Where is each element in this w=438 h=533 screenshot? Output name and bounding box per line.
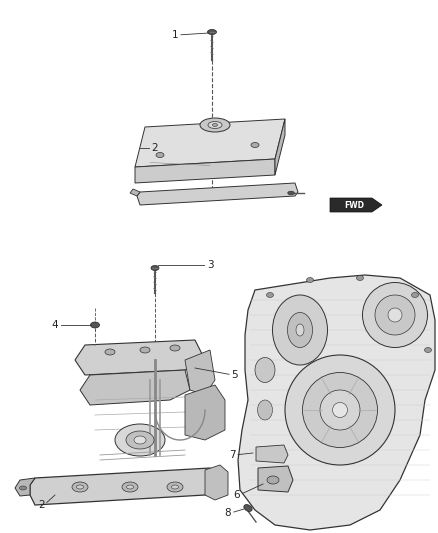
Polygon shape [256, 445, 288, 463]
Polygon shape [30, 468, 215, 505]
Ellipse shape [170, 345, 180, 351]
Polygon shape [205, 465, 228, 500]
Ellipse shape [151, 265, 159, 271]
Ellipse shape [127, 485, 134, 489]
Ellipse shape [303, 373, 378, 448]
Ellipse shape [424, 348, 431, 352]
Ellipse shape [167, 482, 183, 492]
Ellipse shape [272, 295, 328, 365]
Ellipse shape [288, 191, 294, 195]
Ellipse shape [244, 505, 252, 512]
Ellipse shape [72, 482, 88, 492]
Ellipse shape [320, 390, 360, 430]
Text: 8: 8 [225, 508, 231, 518]
Polygon shape [135, 119, 285, 167]
Polygon shape [75, 340, 205, 375]
Ellipse shape [156, 152, 164, 157]
Ellipse shape [140, 347, 150, 353]
Ellipse shape [105, 349, 115, 355]
Text: 4: 4 [52, 320, 58, 330]
Polygon shape [258, 466, 293, 492]
Ellipse shape [363, 282, 427, 348]
Ellipse shape [258, 400, 272, 420]
Ellipse shape [122, 482, 138, 492]
Ellipse shape [411, 293, 418, 297]
Ellipse shape [266, 293, 273, 297]
Ellipse shape [172, 485, 179, 489]
Polygon shape [137, 183, 298, 205]
Text: 2: 2 [39, 500, 45, 510]
Ellipse shape [285, 355, 395, 465]
Ellipse shape [208, 29, 216, 35]
Text: 3: 3 [207, 260, 213, 270]
Ellipse shape [267, 476, 279, 484]
Ellipse shape [91, 322, 99, 328]
Ellipse shape [126, 431, 154, 449]
Ellipse shape [77, 485, 84, 489]
Ellipse shape [375, 295, 415, 335]
Polygon shape [80, 370, 190, 405]
Polygon shape [130, 189, 140, 196]
Polygon shape [185, 385, 225, 440]
Ellipse shape [307, 278, 314, 282]
Ellipse shape [388, 308, 402, 322]
Ellipse shape [251, 142, 259, 148]
Polygon shape [330, 198, 382, 212]
Ellipse shape [296, 324, 304, 336]
Ellipse shape [20, 486, 27, 490]
Ellipse shape [255, 358, 275, 383]
Ellipse shape [357, 276, 364, 280]
Ellipse shape [200, 118, 230, 132]
Polygon shape [185, 350, 215, 395]
Polygon shape [15, 478, 35, 496]
Polygon shape [135, 159, 275, 183]
Ellipse shape [212, 124, 218, 126]
Polygon shape [238, 275, 435, 530]
Ellipse shape [134, 436, 146, 444]
Ellipse shape [115, 424, 165, 456]
Text: 2: 2 [152, 143, 158, 153]
Text: FWD: FWD [344, 200, 364, 209]
Ellipse shape [208, 122, 222, 128]
Ellipse shape [287, 312, 312, 348]
Ellipse shape [332, 402, 347, 417]
Text: 7: 7 [229, 450, 235, 460]
Text: 6: 6 [234, 490, 240, 500]
Polygon shape [275, 119, 285, 175]
Text: 1: 1 [172, 30, 178, 40]
Text: 5: 5 [232, 370, 238, 380]
